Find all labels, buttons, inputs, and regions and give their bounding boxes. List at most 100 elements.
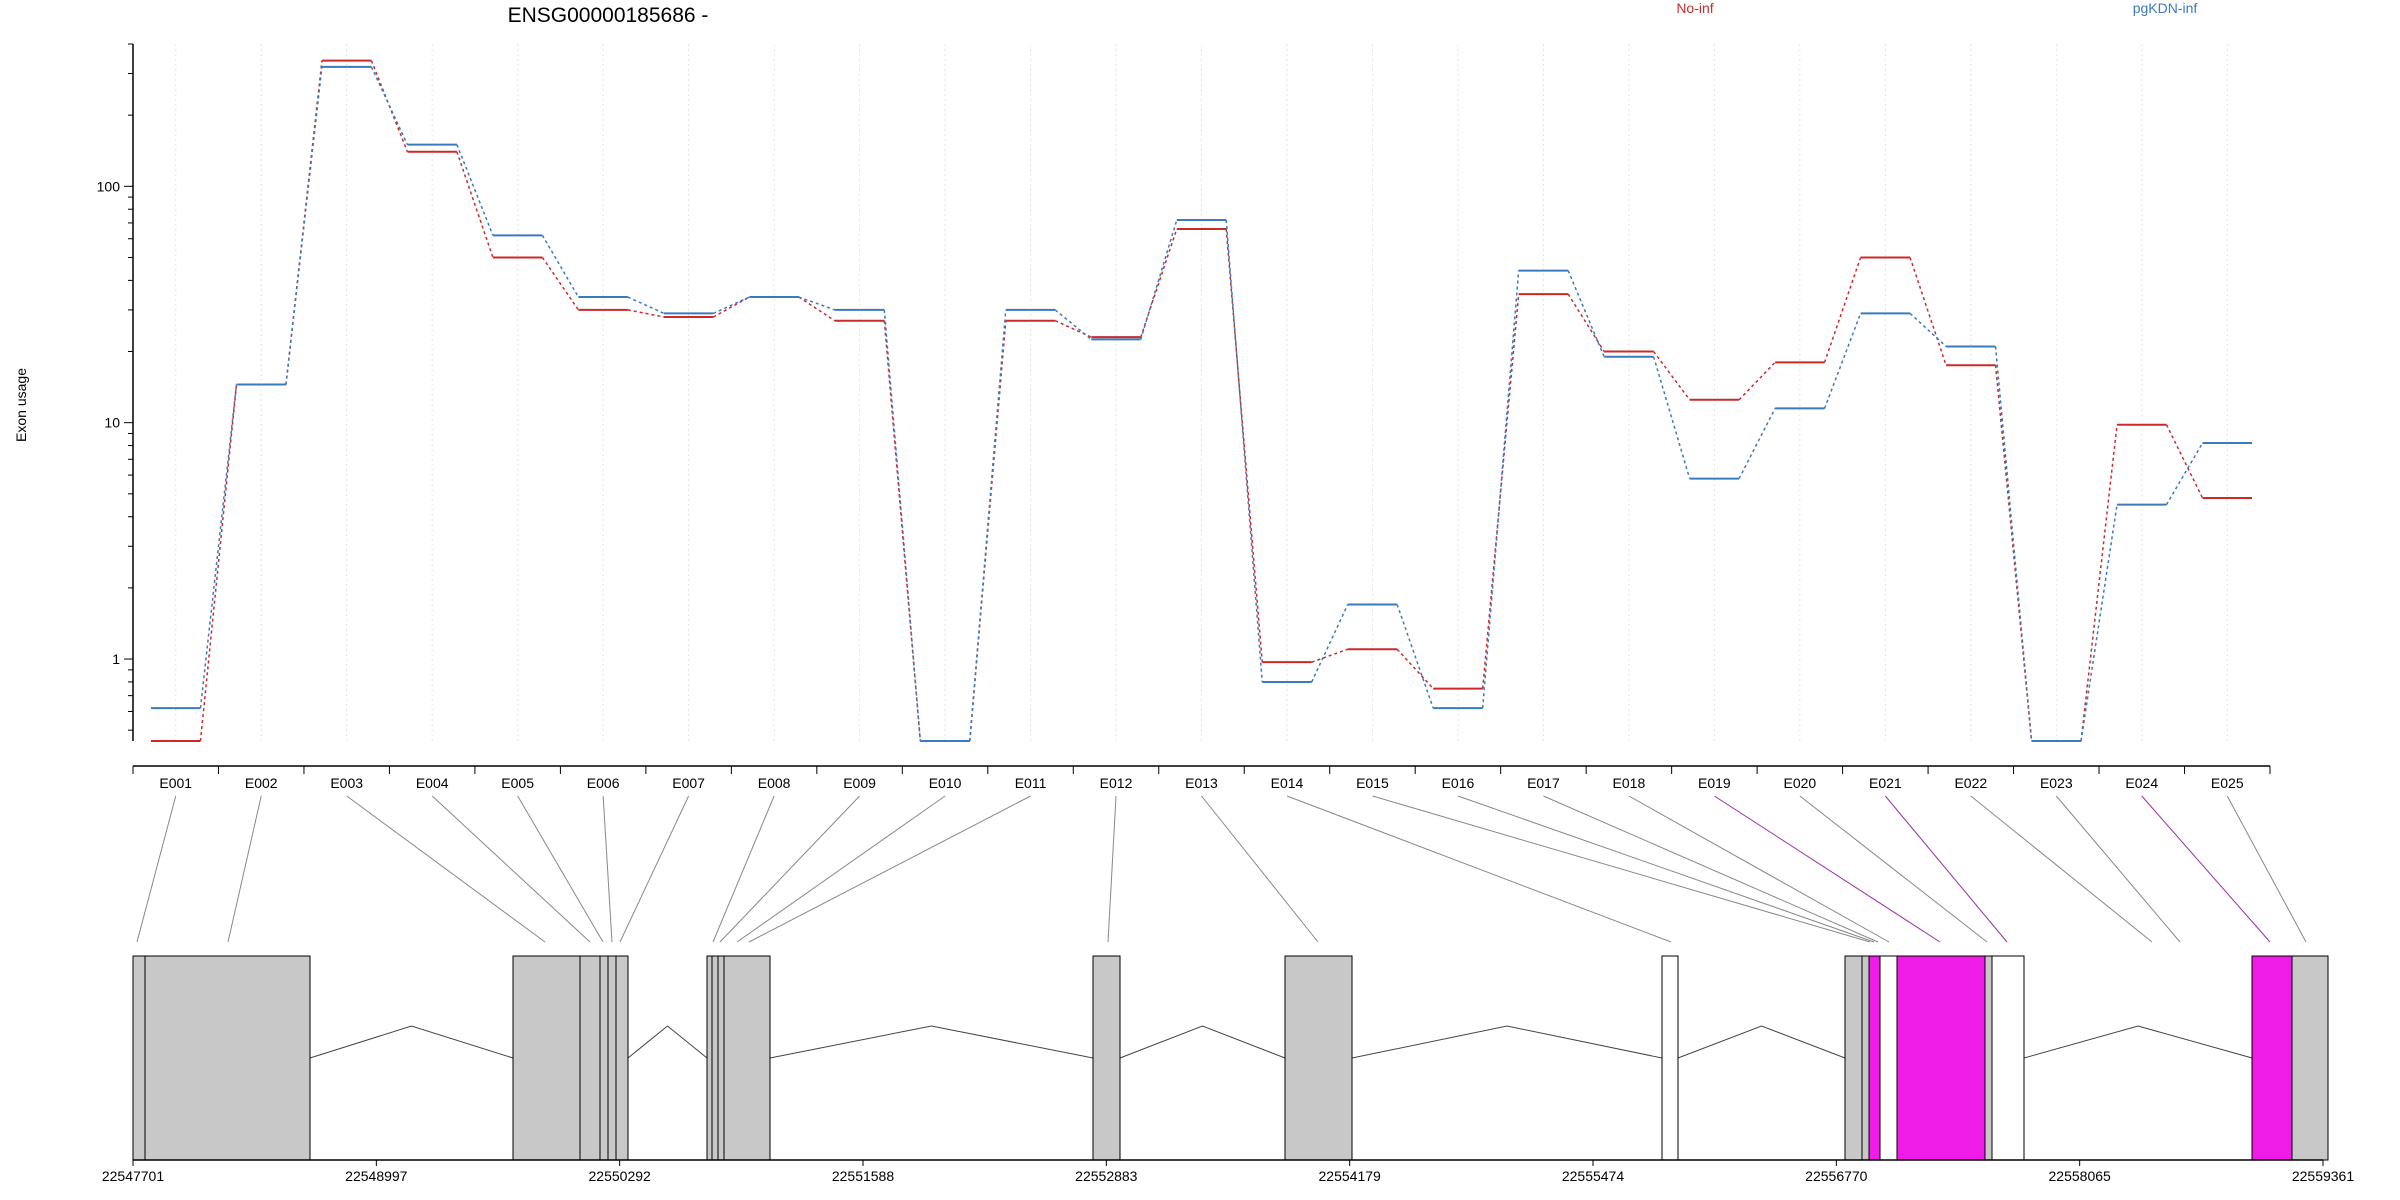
genomic-tick-label: 22552883 xyxy=(1075,1168,1138,1184)
exon-box xyxy=(579,955,601,1161)
x-tick-label: E017 xyxy=(1527,775,1560,791)
genomic-tick-label: 22555474 xyxy=(1562,1168,1625,1184)
exon-box xyxy=(607,955,617,1161)
exon-connector xyxy=(736,795,946,943)
exon-link-pgkdn-inf xyxy=(541,234,580,298)
exon-link-pgkdn-inf xyxy=(1225,219,1263,682)
intron-line xyxy=(769,1025,1094,1059)
exon-link-pgkdn-inf xyxy=(1738,407,1776,479)
y-axis: 1 10 100 xyxy=(97,43,134,741)
exon-box xyxy=(512,955,581,1161)
intron-lines xyxy=(309,1025,2253,1059)
x-tick-label: E014 xyxy=(1271,775,1304,791)
exon-connector xyxy=(1286,795,1672,943)
exon-connector xyxy=(712,795,775,943)
x-tick-label: E011 xyxy=(1015,775,1047,791)
intron-line xyxy=(1119,1025,1286,1059)
x-tick-label: E004 xyxy=(416,775,449,791)
x-tick-label: E006 xyxy=(587,775,620,791)
exon-box xyxy=(1879,955,1898,1161)
exon-box xyxy=(2291,955,2329,1161)
exon-box xyxy=(599,955,609,1161)
exon-connector xyxy=(1799,795,1988,943)
exon-connector xyxy=(1970,795,2153,943)
exon-connector xyxy=(1714,795,1941,943)
series-lines xyxy=(151,59,2252,742)
exon-link-no-inf xyxy=(1054,320,1092,338)
exon-link-pgkdn-inf xyxy=(1994,346,2033,742)
exon-link-pgkdn-inf xyxy=(2080,504,2118,742)
y-tick-label: 1 xyxy=(112,651,120,667)
exon-box xyxy=(723,955,771,1161)
legend-label-pgkdn-inf: pgKDN-inf xyxy=(2133,0,2198,16)
x-tick-label: E002 xyxy=(245,775,278,791)
exon-box xyxy=(706,955,713,1161)
x-tick-label: E003 xyxy=(330,775,363,791)
exon-link-pgkdn-inf xyxy=(1909,312,1947,348)
exon-link-no-inf xyxy=(1396,648,1434,690)
exon-connector xyxy=(748,795,1031,943)
exon-connector xyxy=(1884,795,2008,943)
grid-lines xyxy=(175,44,2228,741)
genomic-tick-label: 22551588 xyxy=(832,1168,895,1184)
exon-link-pgkdn-inf xyxy=(883,309,922,742)
exon-connectors xyxy=(136,795,2307,943)
x-tick-label: E005 xyxy=(501,775,534,791)
exon-connector xyxy=(517,795,604,943)
exon-link-pgkdn-inf xyxy=(456,144,494,236)
exon-connector xyxy=(431,795,591,943)
exon-link-no-inf xyxy=(2080,424,2118,742)
genomic-tick-label: 22548997 xyxy=(345,1168,408,1184)
genomic-tick-label: 22558065 xyxy=(2049,1168,2112,1184)
exon-link-no-inf xyxy=(1738,361,1776,401)
chart-title: ENSG00000185686 - xyxy=(508,4,709,27)
exon-connector xyxy=(136,795,177,943)
exon-link-pgkdn-inf xyxy=(285,66,323,385)
exon-link-no-inf xyxy=(2165,424,2204,499)
exon-link-pgkdn-inf xyxy=(1823,313,1862,409)
x-tick-label: E022 xyxy=(1954,775,1987,791)
exon-connector xyxy=(602,795,613,943)
intron-line xyxy=(309,1025,514,1059)
series-pgkdn-inf xyxy=(151,65,2252,742)
exon-link-no-inf xyxy=(1823,257,1862,363)
exon-connector xyxy=(2226,795,2307,943)
legend-label-no-inf: No-inf xyxy=(1676,0,1713,16)
exon-link-no-inf xyxy=(627,309,665,318)
exon-box xyxy=(132,955,146,1161)
exon-box xyxy=(144,955,311,1161)
exon-box xyxy=(717,955,725,1161)
exon-connector xyxy=(1628,795,1890,943)
exon-box xyxy=(615,955,629,1161)
exon-link-no-inf xyxy=(1653,351,1691,401)
exon-connector xyxy=(2055,795,2181,943)
exon-connector xyxy=(1457,795,1875,943)
exon-connector xyxy=(2141,795,2271,943)
exon-connector xyxy=(619,795,690,943)
x-tick-label: E023 xyxy=(2040,775,2073,791)
x-tick-label: E025 xyxy=(2211,775,2244,791)
intron-line xyxy=(2023,1025,2253,1059)
exon-box xyxy=(1661,955,1679,1161)
exon-link-pgkdn-inf xyxy=(1567,270,1605,358)
y-tick-label: 10 xyxy=(104,415,120,431)
genomic-tick-label: 22547701 xyxy=(102,1168,165,1184)
exon-link-no-inf xyxy=(1140,228,1178,338)
exon-link-no-inf xyxy=(1567,293,1605,352)
exon-link-no-inf xyxy=(1311,648,1348,663)
x-tick-label: E007 xyxy=(672,775,705,791)
exon-track xyxy=(132,955,2329,1161)
exon-link-no-inf xyxy=(456,151,494,258)
intron-line xyxy=(627,1025,708,1059)
exon-box xyxy=(1092,955,1121,1161)
x-tick-label: E021 xyxy=(1869,775,1902,791)
genomic-tick-label: 22556770 xyxy=(1805,1168,1868,1184)
exon-link-no-inf xyxy=(541,257,580,311)
x-tick-label: E016 xyxy=(1442,775,1475,791)
genomic-tick-label: 22554179 xyxy=(1319,1168,1382,1184)
exon-link-no-inf xyxy=(1909,257,1947,366)
genomic-axis: 22547701 22548997 22550292 22551588 22552883… xyxy=(102,1159,2354,1184)
x-tick-label: E015 xyxy=(1356,775,1389,791)
exon-link-pgkdn-inf xyxy=(1652,356,1691,479)
